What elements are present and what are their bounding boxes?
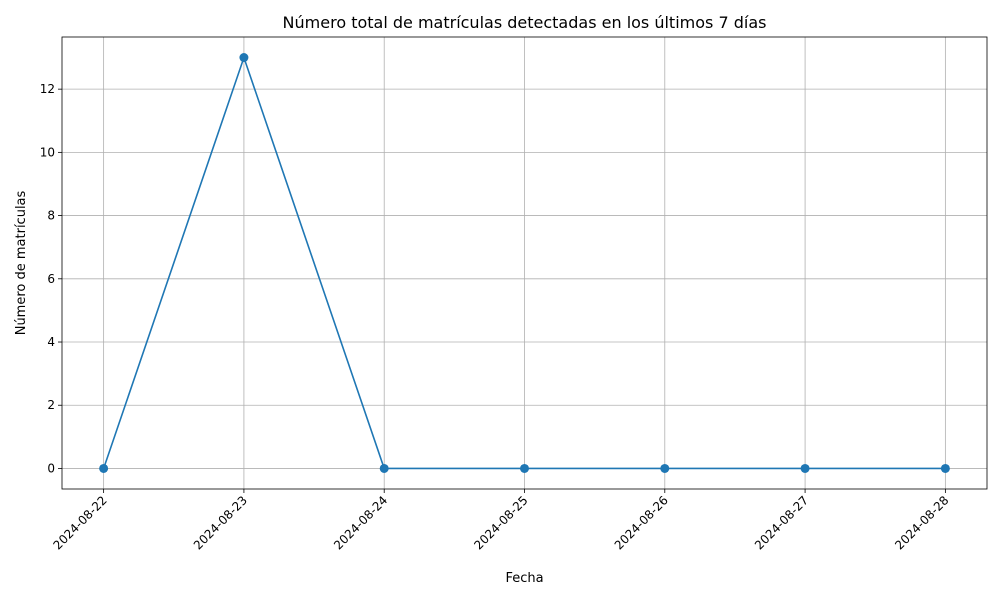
- y-tick-label: 10: [40, 145, 55, 159]
- data-point: [99, 463, 109, 473]
- x-tick-label: 2024-08-24: [331, 493, 390, 552]
- y-tick-label: 6: [47, 272, 55, 286]
- data-point: [660, 463, 670, 473]
- x-axis-label: Fecha: [505, 571, 543, 586]
- data-point: [239, 53, 249, 63]
- x-tick-label: 2024-08-22: [51, 493, 110, 552]
- y-tick-label: 12: [40, 82, 55, 96]
- y-tick-label: 4: [47, 335, 55, 349]
- x-tick-label: 2024-08-23: [191, 493, 250, 552]
- y-tick-label: 2: [47, 398, 55, 412]
- data-point: [800, 463, 810, 473]
- y-tick-label: 8: [47, 209, 55, 223]
- series-layer: [99, 53, 950, 473]
- chart-title: Número total de matrículas detectadas en…: [283, 13, 767, 32]
- grid-lines: [62, 37, 987, 489]
- data-point: [940, 463, 950, 473]
- x-tick-label: 2024-08-25: [471, 493, 530, 552]
- x-tick-label: 2024-08-28: [892, 493, 951, 552]
- data-point: [379, 463, 389, 473]
- x-tick-label: 2024-08-27: [752, 493, 811, 552]
- y-tick-label: 0: [47, 461, 55, 475]
- x-tick-label: 2024-08-26: [612, 493, 671, 552]
- y-axis-label: Número de matrículas: [14, 190, 29, 335]
- data-point: [520, 463, 529, 473]
